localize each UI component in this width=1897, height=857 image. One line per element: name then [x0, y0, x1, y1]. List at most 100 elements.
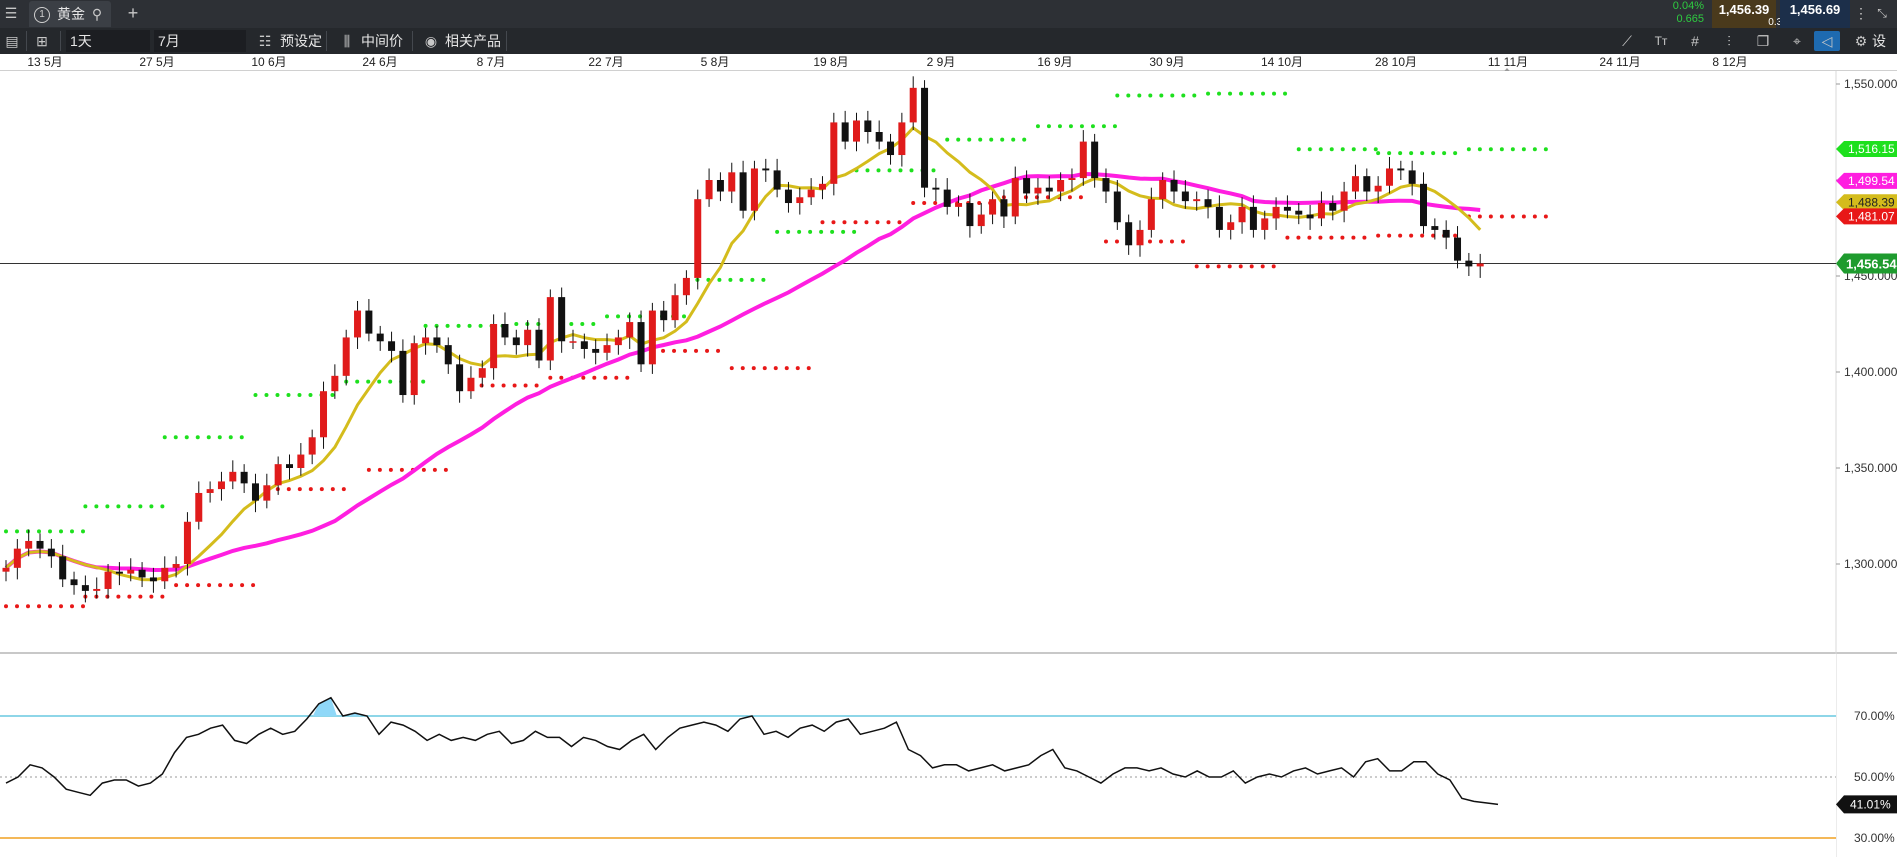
resistance-dot	[467, 323, 472, 328]
resistance-dot	[786, 229, 791, 234]
resistance-dot	[616, 314, 621, 319]
support-dot	[1307, 235, 1312, 240]
list-icon[interactable]: ▤	[5, 33, 19, 49]
ask-price-box[interactable]: 1,456.69	[1780, 0, 1850, 28]
support-dot	[911, 201, 916, 206]
collapse-icon[interactable]: ⤡	[1877, 6, 1887, 20]
price-chart[interactable]: 1,550.0001,500.0001,450.0001,400.0001,35…	[0, 71, 1897, 857]
support-dot	[174, 583, 179, 588]
separator	[506, 31, 507, 51]
support-dot	[1296, 235, 1301, 240]
resistance-dot	[682, 314, 687, 319]
resistance-dot	[1453, 151, 1458, 156]
support-dot	[1543, 214, 1548, 219]
support-dot	[160, 594, 165, 599]
search-icon[interactable]: ⚲	[91, 6, 103, 22]
chart-type-icon[interactable]: ⫶	[1727, 33, 1731, 49]
candle-body	[909, 87, 917, 123]
resistance-dot	[1101, 124, 1106, 129]
support-dot	[229, 583, 234, 588]
support-dot	[251, 583, 256, 588]
resistance-dot	[1398, 151, 1403, 156]
resistance-dot	[1261, 91, 1266, 96]
candle-body	[127, 569, 135, 574]
vertical-menu-icon[interactable]: ⋮	[1854, 5, 1868, 21]
candle-body	[422, 337, 430, 344]
support-dot	[977, 201, 982, 206]
support-dot	[614, 375, 619, 380]
candle-body	[263, 485, 271, 501]
related-products-button[interactable]: 相关产品	[445, 33, 501, 49]
support-dot	[207, 583, 212, 588]
eye-icon[interactable]: ◉	[424, 33, 438, 49]
hamburger-menu-icon[interactable]: ☰	[4, 5, 18, 21]
oscillator-line	[5, 696, 1499, 806]
resistance-dot	[70, 529, 74, 534]
resistance-dot	[1409, 151, 1414, 156]
resistance-dot	[286, 393, 291, 398]
resistance-dot	[978, 137, 983, 142]
candle-body	[1363, 176, 1371, 192]
support-dot	[795, 366, 800, 371]
candle-body	[354, 310, 362, 338]
gear-icon[interactable]: ⚙	[1854, 33, 1868, 49]
grid-icon[interactable]: #	[1691, 33, 1699, 49]
midprice-button[interactable]: 中间价	[361, 33, 403, 49]
support-dot	[1510, 214, 1515, 219]
eraser-icon[interactable]: ◁	[1814, 31, 1840, 51]
settings-button[interactable]: 设	[1872, 33, 1886, 49]
crosshair-icon[interactable]: ⌖	[1793, 33, 1801, 49]
support-dot	[286, 487, 291, 492]
ma-fast-line	[5, 125, 1482, 582]
resistance-dot	[1206, 91, 1211, 96]
resistance-dot	[37, 529, 41, 534]
candle-body	[818, 183, 826, 190]
resistance-dot	[627, 314, 632, 319]
candle-body	[1385, 168, 1393, 186]
resistance-dot	[1521, 147, 1526, 152]
support-dot	[897, 220, 902, 225]
candle-body	[320, 391, 328, 438]
candle-body	[25, 540, 33, 549]
resistance-dot	[1217, 91, 1222, 96]
presets-button[interactable]: 预设定	[280, 33, 322, 49]
candle-body	[70, 579, 78, 586]
support-dot	[806, 366, 811, 371]
candle-body	[1351, 176, 1359, 192]
support-dot	[138, 594, 143, 599]
resistance-dot	[750, 277, 755, 282]
price-tag	[1836, 172, 1897, 189]
range-select[interactable]: 7月	[154, 30, 246, 52]
draw-line-icon[interactable]: ⟋	[1622, 33, 1632, 49]
tab-gold[interactable]: 1 黄金 ⚲	[29, 1, 111, 27]
spread-value: 0.30	[1768, 17, 1788, 28]
timeframe-select[interactable]: 1天	[66, 30, 150, 52]
oscillator-tick-label: 70.00%	[1854, 709, 1895, 723]
resistance-dot	[1046, 124, 1051, 129]
presets-icon[interactable]: ☷	[258, 33, 272, 49]
support-dot	[479, 383, 484, 388]
resistance-dot	[739, 277, 744, 282]
support-dot	[1499, 214, 1504, 219]
separator	[60, 31, 61, 51]
support-dot	[784, 366, 789, 371]
resistance-dot	[1112, 124, 1117, 129]
separator	[26, 31, 27, 51]
layers-icon[interactable]: ❐	[1756, 33, 1770, 49]
text-icon[interactable]: Tт	[1654, 34, 1668, 48]
support-dot	[1260, 264, 1265, 269]
resistance-dot	[217, 435, 222, 440]
candle-body	[1023, 178, 1031, 194]
support-dot	[842, 220, 847, 225]
support-dot	[127, 594, 132, 599]
layout-grid-icon[interactable]: ⊞	[36, 33, 48, 49]
date-label: 13 5月	[27, 55, 63, 69]
resistance-dot	[1431, 151, 1436, 156]
midprice-icon[interactable]: ⫼	[343, 33, 351, 49]
price-tag	[1836, 194, 1897, 211]
candle-body	[1283, 206, 1291, 211]
bid-price-box[interactable]: 1,456.39	[1712, 0, 1776, 28]
add-tab-icon[interactable]: +	[127, 3, 139, 23]
candle-body	[1011, 178, 1019, 217]
date-label: 27 5月	[139, 55, 175, 69]
